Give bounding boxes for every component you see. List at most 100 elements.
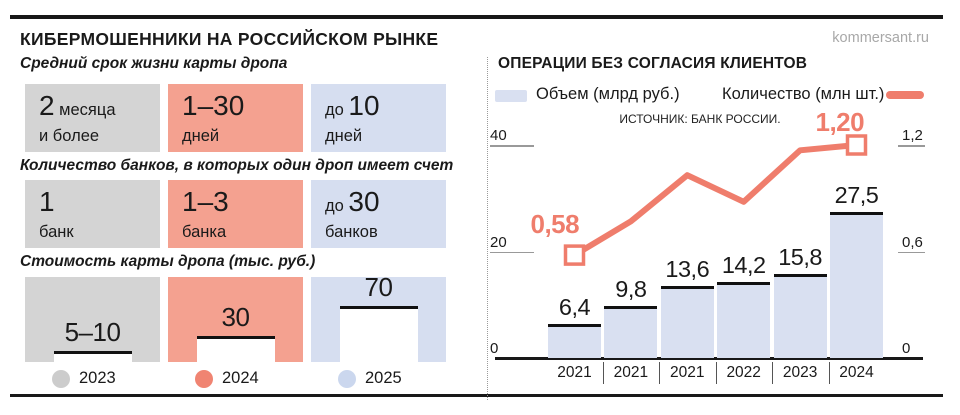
operations-chart-panel: kommersant.ru ОПЕРАЦИИ БЕЗ СОГЛАСИЯ КЛИЕ… [488,0,960,415]
x-axis-tick [715,362,717,384]
count-point-label: 1,20 [815,107,865,137]
volume-bar [660,286,714,358]
price-value: 70 [364,272,393,302]
x-axis-tick [659,362,661,384]
value-big: 1–3 [182,186,229,217]
brand-watermark: kommersant.ru [832,30,929,46]
volume-value-label: 13,6 [665,256,710,282]
right-axis-tick [898,145,925,147]
volume-bar [773,274,827,358]
left-axis-label: 0 [490,340,499,357]
box-value-line: 2 месяца [39,91,160,126]
volume-legend-label: Объем (млрд руб.) [536,85,680,103]
legend-item-2023: 2023 [52,369,116,389]
legend-year-label: 2025 [365,369,402,387]
section-label-price: Стоимость карты дропа (тыс. руб.) [20,253,316,270]
price-bar [339,306,418,362]
year-swatch-2025 [338,369,356,388]
info-box: 1–30 дней [168,84,303,152]
years-legend: 2023 2024 2025 [20,369,462,393]
right-axis-tick [898,251,925,253]
right-axis-label: 0,6 [902,233,923,251]
legend-year-label: 2024 [222,369,259,387]
value-big: 10 [348,90,380,121]
line-point-marker [845,134,868,156]
info-box: до 10 дней [311,84,446,152]
top-rule [10,15,943,19]
price-bar [53,351,132,362]
x-axis-year-label: 2021 [557,364,592,381]
banks-row: 1 банк 1–3 банка до 30 банков [25,180,446,248]
x-axis-tick [828,362,830,384]
count-point-label: 0,58 [530,209,580,240]
price-row: 5–10 30 70 [25,272,446,362]
x-axis-line [495,357,923,360]
box-value-line: 1 [39,187,160,222]
value-unit: и более [39,127,100,145]
combo-chart: 6,4 9,8 13,6 14,2 15,8 27,5 2021 2021 2021 2022 20… [488,0,960,415]
x-axis-year-label: 2022 [726,364,761,381]
box-value-line: 1–30 [182,91,303,126]
year-swatch-2023 [52,369,70,388]
volume-bar [604,306,658,358]
left-axis-label: 40 [490,127,507,144]
info-box: 1–3 банка [168,180,303,248]
value-unit: банков [325,223,378,241]
info-box: 1 банк [25,180,160,248]
box-value-line: до 10 [325,91,446,126]
info-box: 2 месяца и более [25,84,160,152]
price-box: 70 [311,272,446,362]
volume-bar [548,324,601,358]
volume-legend-swatch [495,90,527,102]
value-prefix: до [325,101,349,119]
page-title: КИБЕРМОШЕННИКИ НА РОССИЙСКОМ РЫНКЕ [20,29,439,49]
left-axis-label: 20 [490,233,507,251]
price-bar [196,336,275,362]
x-axis-tick [772,362,774,384]
info-box: до 30 банков [311,180,446,248]
value-big: 1–30 [182,90,245,121]
legend-year-label: 2023 [79,369,116,387]
value-big: 2 [39,90,55,121]
volume-value-label: 27,5 [834,182,879,208]
x-axis-year-label: 2024 [839,364,874,381]
value-big: 30 [348,186,380,217]
x-axis-year-label: 2021 [670,364,705,381]
line-point-marker [563,244,586,266]
right-axis-label: 0 [902,340,911,357]
bottom-rule [10,394,943,397]
value-unit: дней [325,127,363,145]
chart-title: ОПЕРАЦИИ БЕЗ СОГЛАСИЯ КЛИЕНТОВ [498,55,808,72]
value-unit: банка [182,223,227,241]
value-big: 1 [39,186,55,217]
price-value: 5–10 [64,317,121,347]
lifetime-row: 2 месяца и более 1–30 дней до 10 дней [25,84,446,152]
volume-value-label: 9,8 [615,276,647,302]
value-suffix: месяца [54,101,116,119]
box-value-line: до 30 [325,187,446,222]
panel-divider [487,57,488,400]
legend-item-2025: 2025 [338,369,402,389]
count-legend-label: Количество (млн шт.) [722,85,885,103]
right-axis-label: 1,2 [902,127,923,144]
price-box: 30 [168,277,303,362]
left-axis-tick [490,251,534,253]
value-unit: банк [39,223,74,241]
section-label-banks: Количество банков, в которых один дроп и… [20,157,454,174]
drop-cards-panel: КИБЕРМОШЕННИКИ НА РОССИЙСКОМ РЫНКЕ Средн… [20,0,462,415]
source-note: ИСТОЧНИК: БАНК РОССИИ. [619,112,781,126]
value-prefix: до [325,197,349,215]
volume-bar [830,212,883,358]
legend-item-2024: 2024 [195,369,259,389]
price-value: 30 [221,302,250,332]
volume-bar [717,282,771,358]
x-axis-year-label: 2023 [782,364,818,381]
volume-value-label: 6,4 [558,294,591,320]
x-axis-tick [602,362,604,384]
section-label-lifetime: Средний срок жизни карты дропа [20,55,288,72]
price-box: 5–10 [25,277,160,362]
year-swatch-2024 [195,369,213,388]
left-axis-tick [490,145,534,147]
count-legend-line-swatch [886,91,924,99]
value-unit: дней [182,127,220,145]
